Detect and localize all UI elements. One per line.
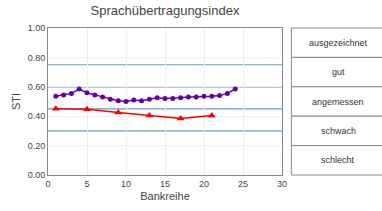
svg-text:1.00: 1.00 — [28, 23, 46, 33]
svg-text:0.00: 0.00 — [28, 170, 46, 180]
svg-text:10: 10 — [121, 179, 131, 189]
svg-text:15: 15 — [160, 179, 170, 189]
svg-text:schwach: schwach — [321, 126, 356, 136]
svg-text:Bankreihe: Bankreihe — [140, 190, 190, 202]
svg-text:5: 5 — [84, 179, 89, 189]
svg-text:Sprachübertragungsindex: Sprachübertragungsindex — [91, 3, 240, 18]
svg-text:30: 30 — [277, 179, 287, 189]
svg-text:0: 0 — [45, 179, 50, 189]
svg-text:25: 25 — [238, 179, 248, 189]
svg-text:ausgezeichnet: ausgezeichnet — [309, 38, 368, 48]
svg-text:schlecht: schlecht — [321, 155, 355, 165]
svg-text:STI: STI — [10, 93, 22, 110]
svg-text:gut: gut — [332, 67, 345, 77]
svg-text:0.80: 0.80 — [28, 53, 46, 63]
svg-text:angemessen: angemessen — [312, 97, 364, 107]
svg-text:0.40: 0.40 — [28, 111, 46, 121]
svg-text:20: 20 — [199, 179, 209, 189]
svg-text:0.60: 0.60 — [28, 82, 46, 92]
svg-text:0.20: 0.20 — [28, 141, 46, 151]
